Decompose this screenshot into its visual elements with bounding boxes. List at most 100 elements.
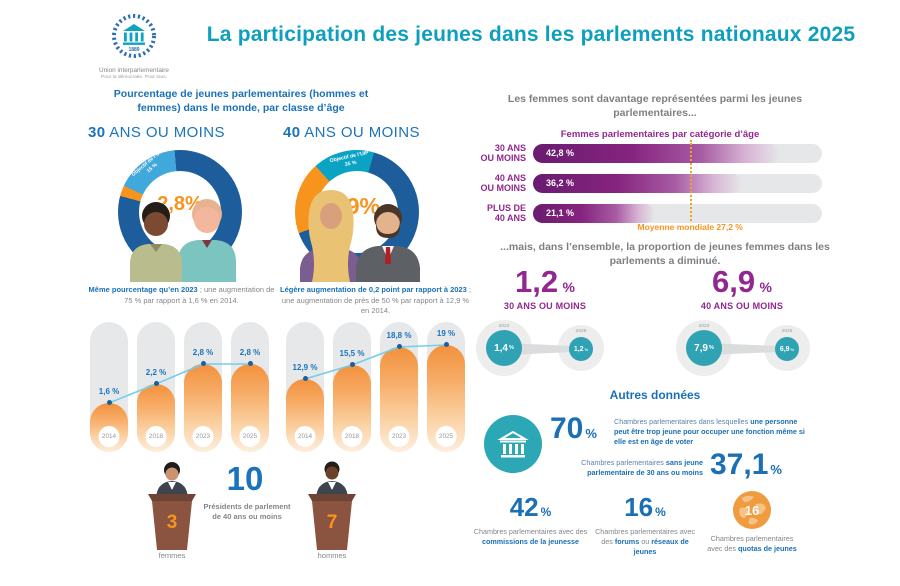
age-bar-value: 21,1 % — [546, 208, 575, 219]
target-label-40: Objectif de l’UIP 35 % — [322, 149, 378, 173]
data-point-dot — [200, 360, 206, 366]
data-point-dot — [443, 342, 449, 348]
data-point-dot — [396, 343, 402, 349]
quotas-count: 16 — [744, 502, 760, 518]
note-30-rest: ; une augmentation de 75 % par rapport à… — [124, 285, 275, 305]
target-30-line1: Objectif de l’UIP — [130, 147, 165, 178]
youth-forums-stat: 16% Chambres parlementaires avec des for… — [590, 492, 700, 557]
age-bar-label: 30 ANS OU MOINS — [480, 143, 526, 164]
year-label: 2023 — [388, 426, 410, 447]
women-bars-title: Femmes parlementaires par catégorie d’âg… — [560, 129, 760, 140]
connector — [718, 343, 780, 355]
heading-under-40: 40 ANS OU MOINS — [283, 124, 420, 141]
age-bar-row: 40 ANS OU MOINS 36,2 % — [470, 173, 822, 193]
men-speakers-count: 7 — [326, 512, 338, 533]
trend-bar: 18,8 % 2023 — [380, 322, 418, 452]
value-label: 18,8 % — [386, 330, 412, 340]
value-circle-2023: 1,4% — [486, 330, 522, 366]
value-label: 19 % — [436, 329, 456, 339]
left-subtitle: Pourcentage de jeunes parlementaires (ho… — [113, 88, 369, 114]
age-bar-label: 40 ANS OU MOINS — [480, 173, 526, 194]
age-bar-label: PLUS DE 40 ANS — [486, 203, 526, 224]
ipu-logo: 1889 Union interparlementaire Pour la dé… — [94, 12, 174, 80]
data-point-dot — [106, 399, 112, 405]
age-bar-fill — [533, 203, 655, 223]
trend-bar: 2,8 % 2025 — [231, 322, 269, 452]
value-circle-2023: 7,9% — [686, 330, 722, 366]
donut-value-under-30: 2,8% — [157, 193, 203, 216]
stat-label: 30 ANS OU MOINS — [503, 301, 587, 311]
other-data-title: Autres données — [609, 388, 701, 402]
total-speakers-count: 10 — [226, 460, 264, 497]
year-label: 2018 — [341, 426, 363, 447]
too-young-caption: Chambres parlementaires dans lesquelles … — [614, 417, 805, 447]
trend-bar: 12,9 % 2014 — [286, 322, 324, 452]
stat-caption: Chambres parlementaires avec des commiss… — [473, 527, 588, 547]
note-under-40: Légère augmentation de 0,2 point par rap… — [278, 285, 473, 317]
value-label: 2,8 % — [239, 347, 261, 357]
year-2023-label: 2023 — [498, 324, 510, 329]
trend-chart-under-40: 12,9 % 2014 15,5 % 2018 18,8 % 2023 19 %… — [286, 322, 466, 454]
age-bar-fill — [533, 173, 743, 193]
svg-text:1889: 1889 — [128, 47, 139, 53]
heading-30-rest: ANS OU MOINS — [105, 124, 225, 141]
woman-man-pair-icon — [300, 190, 420, 282]
year-2025-label: 2025 — [781, 329, 793, 334]
note-40-rest: ; une augmentation de près de 50 % par r… — [281, 285, 471, 315]
youth-committees-stat: 42% Chambres parlementaires avec des com… — [463, 492, 598, 547]
age-bar-value: 42,8 % — [546, 148, 575, 159]
target-40-line2: 35 % — [344, 159, 358, 168]
youth-quotas-stat: 16 Chambres parlementaires avec des quot… — [703, 490, 801, 554]
heading-30-number: 30 — [88, 124, 106, 141]
stat-label: 40 ANS OU MOINS — [700, 301, 784, 311]
value-circle-2025: 1,2% — [569, 337, 593, 361]
age-bar: 36,2 % — [533, 173, 822, 193]
value-label: 12,9 % — [292, 363, 318, 373]
stat-number: 1,2 % — [514, 264, 575, 299]
men-speakers-label: hommes — [317, 551, 347, 560]
connector — [518, 343, 574, 355]
women-speakers-label: femmes — [158, 551, 186, 560]
young-people-pair-icon — [130, 199, 236, 282]
year-label: 2023 — [192, 426, 214, 447]
age-bar: 42,8 % — [533, 143, 822, 163]
parliament-icon — [497, 430, 529, 458]
heading-under-30: 30 ANS OU MOINS — [88, 124, 225, 141]
trend-bar: 2,2 % 2018 — [137, 322, 175, 452]
speakers-caption-line1: Présidents de parlement — [203, 502, 291, 511]
globe-icon — [733, 491, 771, 529]
trend-bar: 1,6 % 2014 — [90, 322, 128, 452]
data-point-dot — [349, 361, 355, 367]
trend-chart-under-30: 1,6 % 2014 2,2 % 2018 2,8 % 2023 2,8 % 2… — [90, 322, 270, 454]
data-point-dot — [153, 381, 159, 387]
page-title: La participation des jeunes dans les par… — [206, 23, 856, 46]
note-under-30: Même pourcentage qu’en 2023 ; une augmen… — [84, 285, 279, 306]
young-women-30-stat: 1,2 % 30 ANS OU MOINS — [485, 264, 605, 311]
value-label: 2,8 % — [192, 347, 214, 357]
stat-caption: Chambres parlementaires avec des forums … — [595, 527, 695, 557]
women-section-header: Les femmes sont davantage représentées p… — [507, 93, 803, 120]
women-by-age-chart: 30 ANS OU MOINS 42,8 % 40 ANS OU MOINS 3… — [470, 140, 822, 233]
year-label: 2014 — [98, 426, 120, 447]
age-bar-fill — [533, 143, 781, 163]
too-young-stat: 70% — [550, 412, 597, 445]
year-label: 2025 — [239, 426, 261, 447]
note-40-bold: Légère augmentation de 0,2 point par rap… — [280, 285, 467, 294]
value-label: 15,5 % — [339, 348, 365, 358]
age-bar-value: 36,2 % — [546, 178, 575, 189]
globe-badge: 16 — [732, 490, 772, 530]
year-label: 2018 — [145, 426, 167, 447]
podium-man-icon — [308, 461, 356, 550]
no-young-stat: 37,1% — [710, 448, 782, 481]
trend-bar: 15,5 % 2018 — [333, 322, 371, 452]
age-bar: 21,1 % — [533, 203, 822, 223]
stat-number: 42% — [509, 492, 552, 522]
data-point-dot — [302, 376, 308, 382]
year-label: 2014 — [294, 426, 316, 447]
world-average-label: Moyenne mondiale 27,2 % — [637, 222, 743, 232]
note-30-bold: Même pourcentage qu’en 2023 — [88, 285, 198, 294]
decline-statement: ...mais, dans l’ensemble, la proportion … — [500, 241, 830, 267]
year-2023-label: 2023 — [698, 324, 710, 329]
year-2025-label: 2025 — [575, 329, 587, 334]
